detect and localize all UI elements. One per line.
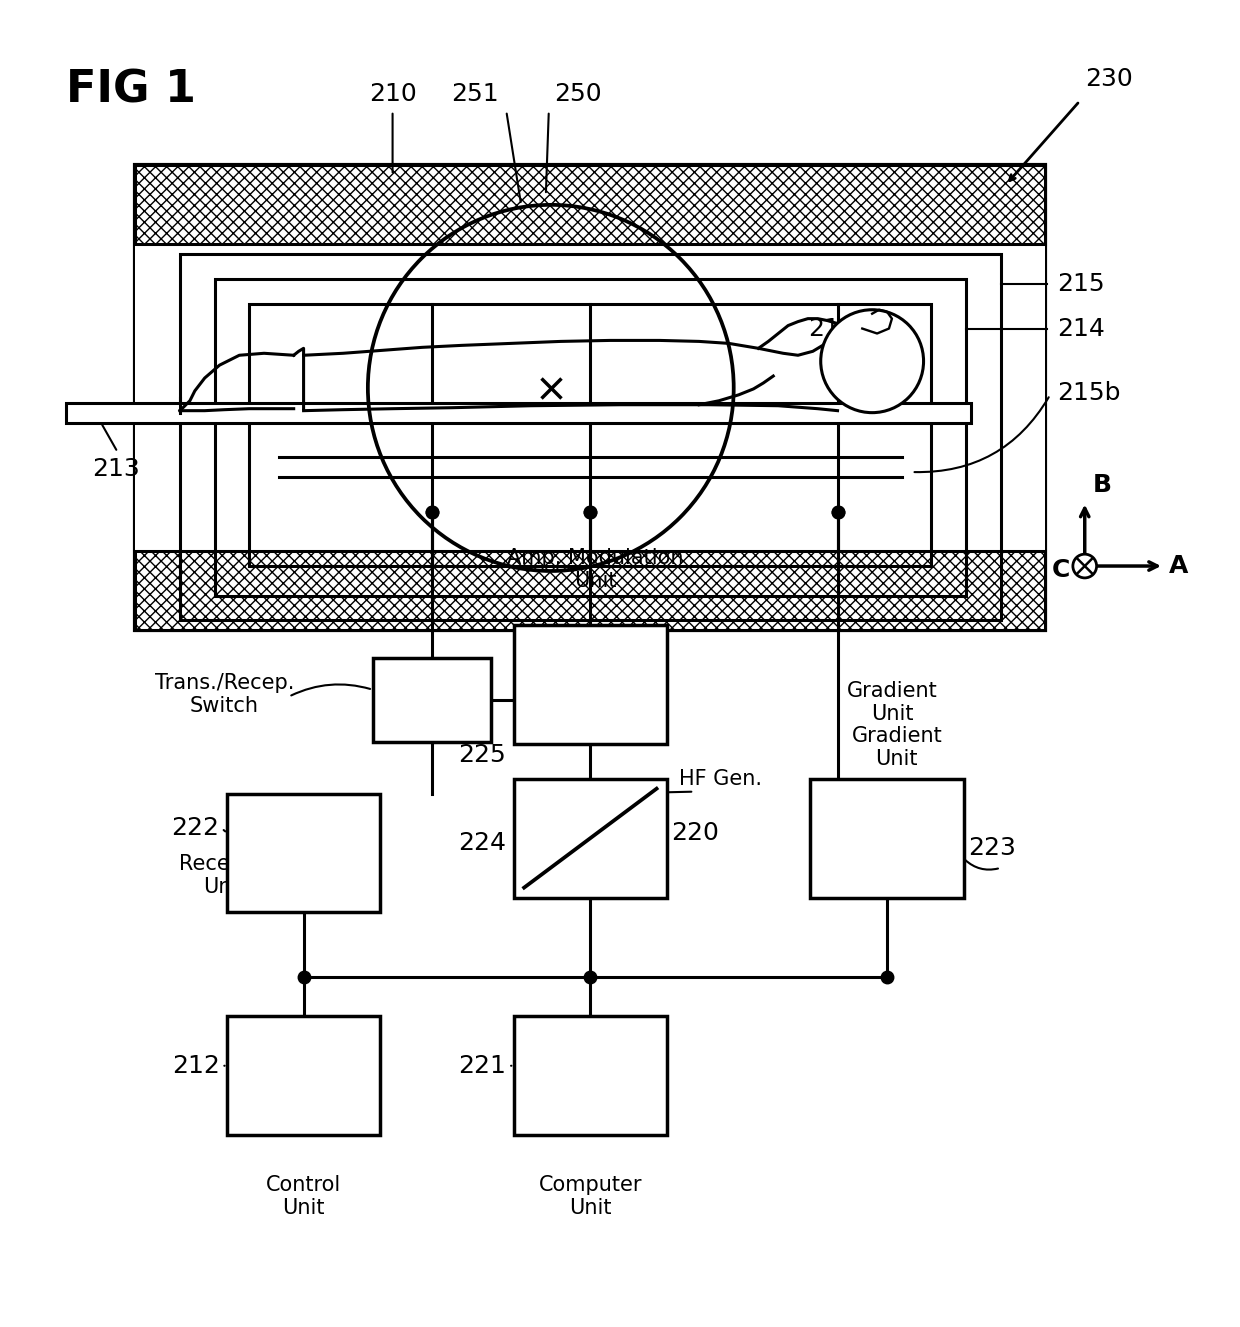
Text: Gradient
Unit: Gradient Unit (847, 681, 937, 725)
Bar (373, 658, 491, 742)
Circle shape (1073, 555, 1096, 577)
Text: 210: 210 (368, 82, 417, 106)
Text: C: C (1052, 557, 1070, 583)
Text: 223: 223 (968, 836, 1016, 860)
Bar (135, 551, 1045, 630)
Bar (215, 279, 966, 596)
Text: 212: 212 (171, 1054, 219, 1078)
Text: Computer
Unit: Computer Unit (538, 1174, 642, 1218)
Text: 250: 250 (554, 82, 601, 106)
Bar (249, 304, 931, 567)
Text: 222: 222 (171, 816, 219, 840)
Text: Gradient
Unit: Gradient Unit (852, 726, 942, 768)
Text: 230: 230 (1085, 68, 1132, 92)
Text: 213: 213 (92, 458, 140, 482)
Circle shape (821, 309, 924, 413)
Text: 215b: 215b (1056, 381, 1121, 405)
Bar (811, 779, 963, 897)
Text: 211: 211 (808, 317, 856, 341)
Bar (66, 403, 971, 422)
Text: Trans./Recep.
Switch: Trans./Recep. Switch (155, 673, 294, 717)
Bar (513, 625, 667, 744)
Bar (513, 1016, 667, 1135)
Text: 225: 225 (459, 743, 506, 767)
Bar (135, 166, 1045, 244)
Text: B: B (1092, 472, 1111, 496)
Text: 224: 224 (459, 831, 506, 855)
Bar (180, 255, 1001, 621)
Bar (135, 166, 1045, 630)
Text: 221: 221 (459, 1054, 506, 1078)
Bar (513, 779, 667, 897)
Bar (227, 1016, 381, 1135)
Text: HF Gen.: HF Gen. (680, 768, 763, 788)
Text: 251: 251 (451, 82, 498, 106)
Text: 215: 215 (1056, 272, 1105, 296)
Text: A: A (1169, 555, 1188, 579)
Bar (135, 244, 1045, 551)
Text: Receiver
Unit: Receiver Unit (180, 855, 270, 897)
Text: Amp. Modulation
Unit: Amp. Modulation Unit (507, 548, 683, 591)
Text: FIG 1: FIG 1 (66, 68, 196, 111)
Bar (227, 794, 381, 913)
Text: Control
Unit: Control Unit (265, 1174, 341, 1218)
Text: 220: 220 (671, 821, 719, 845)
Text: 214: 214 (1056, 317, 1105, 341)
